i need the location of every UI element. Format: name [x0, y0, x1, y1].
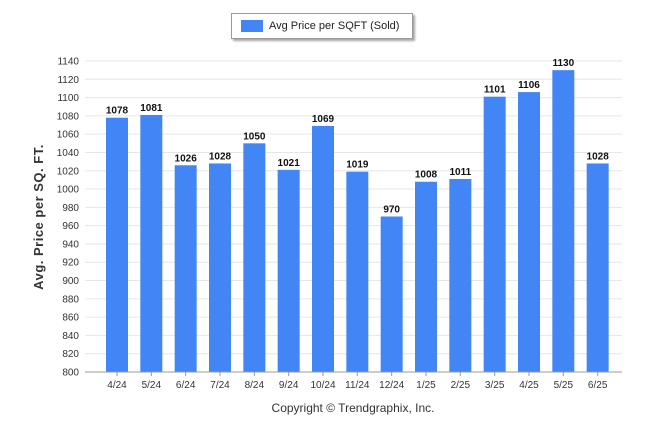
bar	[140, 114, 163, 372]
x-tick-label: 11/24	[345, 380, 370, 391]
y-tick-label: 1080	[57, 111, 80, 122]
bar-value-label: 1026	[175, 153, 198, 164]
x-tick-label: 4/25	[519, 380, 539, 391]
bar-value-label: 1028	[209, 151, 232, 162]
bar-value-label: 1008	[415, 170, 438, 181]
bar-value-label: 1130	[552, 58, 574, 69]
y-tick-label: 880	[62, 294, 79, 305]
y-tick-label: 1000	[57, 185, 80, 196]
x-tick-label: 4/24	[107, 380, 127, 391]
x-tick-label: 7/24	[210, 380, 230, 391]
x-tick-label: 3/25	[485, 380, 505, 391]
bar	[415, 181, 437, 372]
x-tick-label: 10/24	[310, 380, 335, 391]
x-tick-label: 2/25	[451, 380, 471, 391]
y-tick-label: 940	[62, 239, 79, 250]
bar	[586, 163, 609, 372]
bar-value-label: 1081	[140, 103, 163, 114]
y-axis-ticks: 800 820 840 860 880 900 920 940 960 980 1000 1020 10…	[57, 57, 80, 379]
bar	[106, 117, 128, 372]
bar-value-label: 1011	[449, 167, 471, 178]
y-tick-label: 1100	[57, 93, 79, 104]
bar	[209, 163, 231, 372]
y-tick-label: 920	[62, 258, 79, 269]
x-tick-label: 6/24	[176, 380, 196, 391]
x-tick-label: 1/25	[416, 380, 436, 391]
x-tick-label: 5/24	[142, 380, 162, 391]
x-tick-label: 9/24	[279, 380, 299, 391]
x-tick-label: 6/25	[588, 380, 608, 391]
bar	[346, 171, 369, 372]
bar	[243, 143, 266, 372]
bar-value-label: 1019	[346, 160, 369, 171]
y-tick-label: 1140	[57, 57, 79, 68]
bar-value-label: 1028	[587, 151, 610, 162]
y-tick-label: 820	[62, 349, 79, 360]
bar	[380, 216, 403, 372]
bar-value-label: 970	[383, 205, 400, 216]
y-axis-label: Avg. Price per SQ. FT.	[31, 144, 46, 290]
copyright-text: Copyright © Trendgraphix, Inc.	[272, 401, 435, 415]
y-tick-label: 900	[62, 276, 79, 287]
x-tick-label: 5/25	[554, 380, 574, 391]
bar	[449, 178, 472, 372]
bar-value-label: 1078	[106, 106, 129, 117]
y-tick-label: 1120	[57, 75, 79, 86]
bar	[312, 125, 334, 372]
bars	[106, 70, 609, 373]
x-tick-label: 8/24	[245, 380, 265, 391]
y-tick-label: 1020	[57, 166, 80, 177]
y-tick-label: 980	[62, 203, 79, 214]
bar-value-label: 1106	[518, 80, 540, 91]
y-tick-label: 840	[62, 331, 79, 342]
bar	[277, 169, 300, 372]
legend: Avg Price per SQFT (Sold)	[231, 13, 413, 39]
bar	[174, 165, 197, 372]
data-labels: 1078 1081 1026 1028 1050 1021 1069 1019 970 1008 1…	[106, 58, 609, 215]
y-tick-label: 1040	[57, 148, 80, 159]
x-axis-ticks: 4/24 5/24 6/24 7/24 8/24 9/24 10/24 11/24 12/24 1…	[107, 372, 608, 391]
y-tick-label: 960	[62, 221, 79, 232]
legend-swatch	[241, 20, 263, 32]
bar-value-label: 1050	[243, 131, 266, 142]
bar	[518, 92, 540, 372]
bar-value-label: 1101	[484, 85, 506, 96]
legend-label: Avg Price per SQFT (Sold)	[269, 20, 400, 32]
bar-value-label: 1021	[278, 158, 301, 169]
bar	[483, 96, 506, 373]
x-tick-label: 12/24	[379, 380, 404, 391]
y-tick-label: 1060	[57, 130, 80, 141]
y-tick-label: 860	[62, 313, 79, 324]
bar	[552, 70, 575, 372]
bar-value-label: 1069	[312, 114, 335, 125]
y-tick-label: 800	[62, 368, 79, 379]
